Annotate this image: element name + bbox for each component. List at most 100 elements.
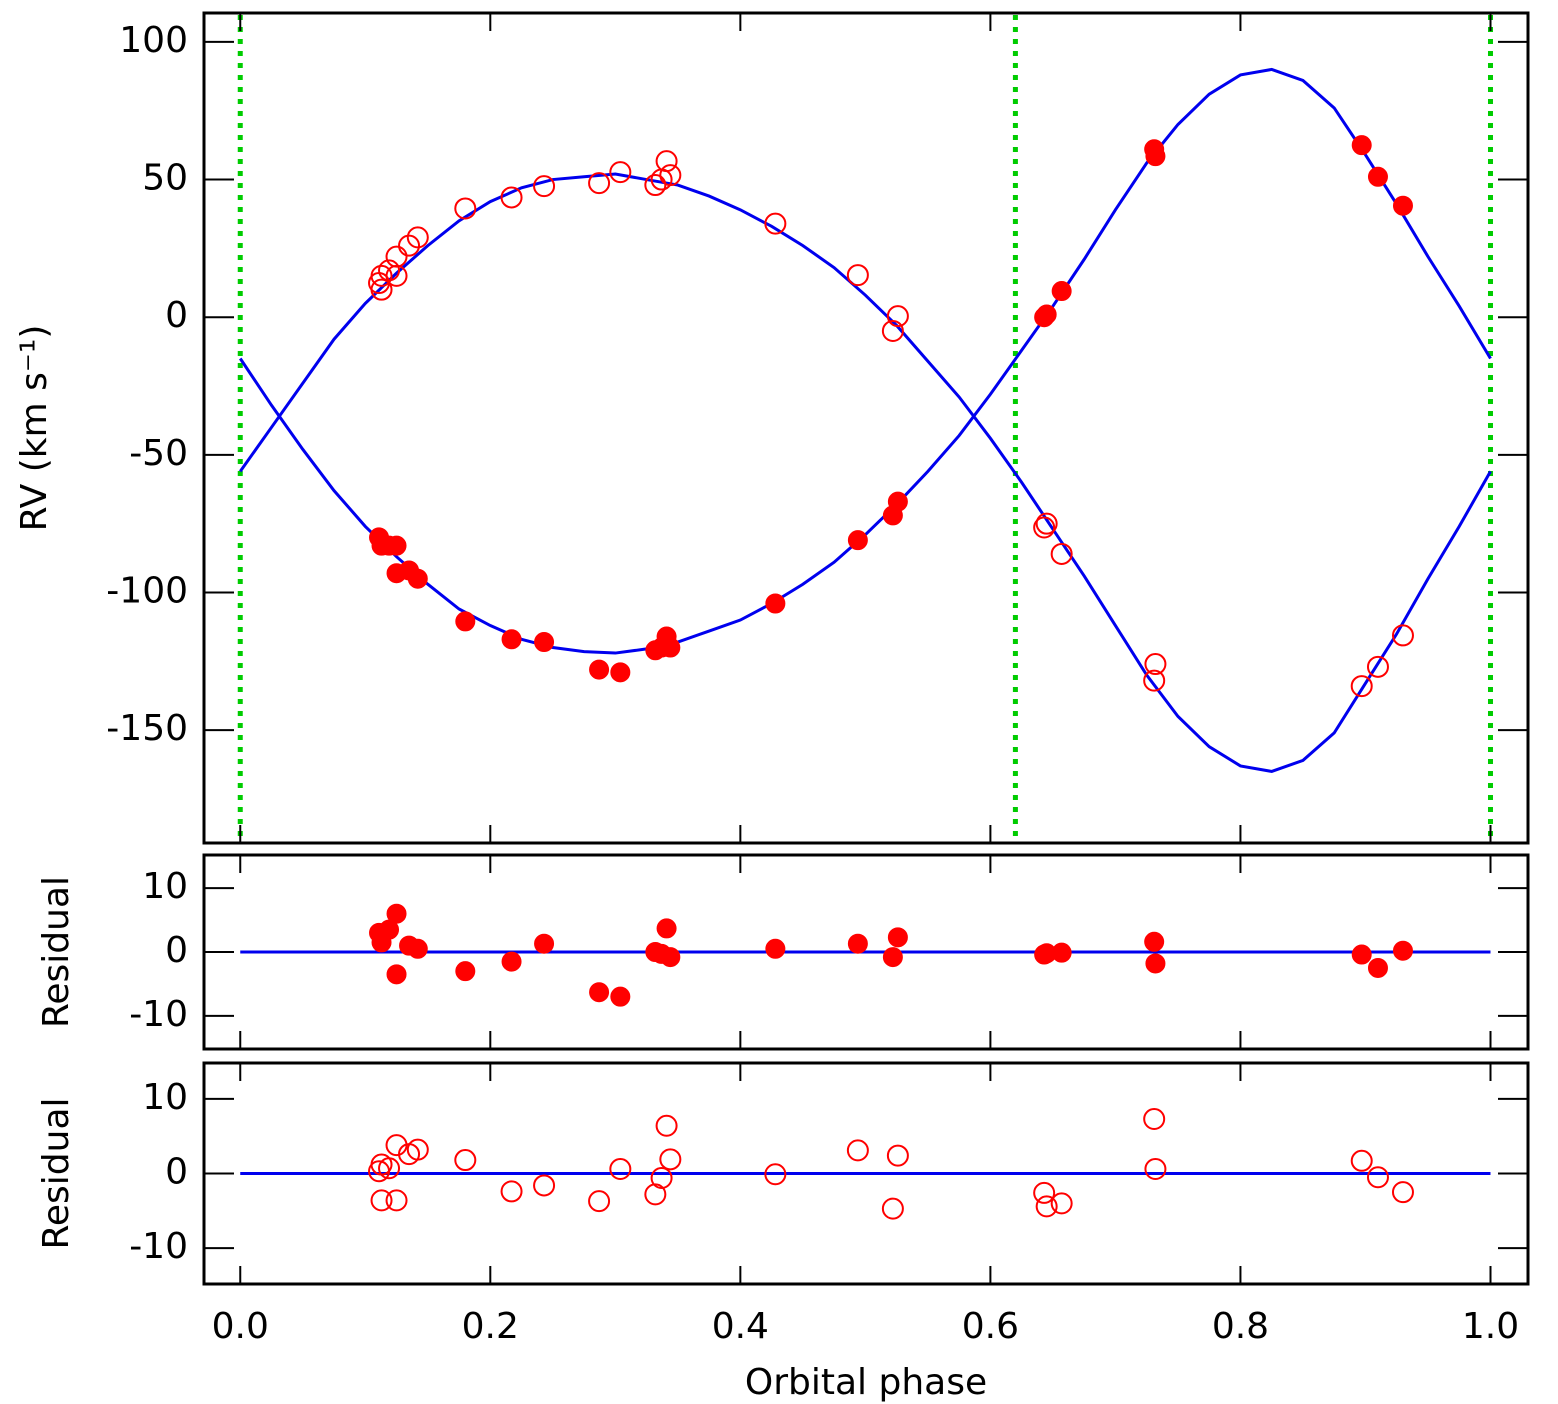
- open-point: [1050, 1192, 1073, 1215]
- x-tick-label: 0.4: [712, 1306, 769, 1347]
- open-point: [406, 1138, 429, 1161]
- open-point: [385, 264, 408, 287]
- open-point: [655, 1114, 678, 1137]
- open-point: [659, 164, 682, 187]
- open-point: [1144, 1158, 1167, 1181]
- open-point: [655, 150, 678, 173]
- y-tick-label: 10: [142, 1077, 188, 1118]
- filled-point: [660, 637, 681, 658]
- y-axis-label: Residual: [36, 876, 77, 1028]
- open-point: [659, 1148, 682, 1171]
- filled-point: [407, 938, 428, 959]
- filled-point: [589, 659, 610, 680]
- x-tick-label: 1.0: [1462, 1306, 1519, 1347]
- open-point: [1391, 1181, 1414, 1204]
- open-point: [644, 174, 667, 197]
- filled-point: [887, 927, 908, 948]
- open-point: [764, 212, 787, 235]
- model-curve: [239, 172, 1492, 773]
- filled-point: [455, 961, 476, 982]
- filled-point: [847, 933, 868, 954]
- open-point: [378, 259, 401, 282]
- filled-point: [1145, 953, 1166, 974]
- open-point: [1350, 1149, 1373, 1172]
- open-point: [886, 305, 909, 328]
- open-point: [1033, 1181, 1056, 1204]
- open-point: [370, 1189, 393, 1212]
- open-point: [609, 1158, 632, 1181]
- open-point: [886, 1144, 909, 1167]
- open-point: [500, 1180, 523, 1203]
- filled-point: [1367, 166, 1388, 187]
- x-tick-label: 0.0: [212, 1306, 269, 1347]
- open-point: [533, 175, 556, 198]
- filled-point: [589, 982, 610, 1003]
- open-point: [533, 1174, 556, 1197]
- y-tick-label: 0: [165, 930, 188, 971]
- y-tick-label: 50: [142, 158, 188, 199]
- filled-point: [1144, 931, 1165, 952]
- filled-point: [765, 938, 786, 959]
- filled-point: [660, 947, 681, 968]
- open-point: [454, 1149, 477, 1172]
- open-point: [500, 186, 523, 209]
- open-point: [454, 197, 477, 220]
- y-tick-label: 0: [165, 295, 188, 336]
- filled-point: [455, 611, 476, 632]
- y-tick-label: 100: [119, 20, 188, 61]
- open-point: [764, 1163, 787, 1186]
- x-tick-label: 0.8: [1212, 1306, 1269, 1347]
- filled-point: [1145, 146, 1166, 167]
- open-point: [881, 1197, 904, 1220]
- filled-point: [882, 947, 903, 968]
- open-point: [1143, 1107, 1166, 1130]
- y-tick-label: -100: [106, 570, 188, 611]
- open-point: [1391, 624, 1414, 647]
- filled-point: [610, 986, 631, 1007]
- open-point: [846, 264, 869, 287]
- open-point: [406, 226, 429, 249]
- y-tick-label: 10: [142, 866, 188, 907]
- y-tick-label: 0: [165, 1152, 188, 1193]
- open-point: [378, 1157, 401, 1180]
- filled-point: [386, 964, 407, 985]
- y-axis-label: RV (km s⁻¹): [14, 325, 55, 532]
- filled-point: [407, 568, 428, 589]
- model-curve: [239, 67, 1492, 655]
- filled-point: [1392, 940, 1413, 961]
- filled-point: [1351, 944, 1372, 965]
- y-tick-label: -150: [106, 708, 188, 749]
- open-point: [609, 161, 632, 184]
- open-point: [650, 1166, 673, 1189]
- filled-point: [1036, 304, 1057, 325]
- filled-point: [534, 632, 555, 653]
- open-point: [398, 234, 421, 257]
- y-axis-label: Residual: [36, 1097, 77, 1249]
- open-point: [1050, 542, 1073, 565]
- y-tick-label: -50: [129, 433, 188, 474]
- plot-frame: [202, 11, 1530, 845]
- filled-point: [656, 918, 677, 939]
- filled-point: [847, 530, 868, 551]
- y-tick-label: -10: [129, 994, 188, 1035]
- filled-point: [610, 662, 631, 683]
- y-tick-label: -10: [129, 1226, 188, 1267]
- open-point: [1033, 516, 1056, 539]
- filled-point: [765, 593, 786, 614]
- open-point: [644, 1183, 667, 1206]
- open-point: [588, 1190, 611, 1213]
- open-point: [846, 1139, 869, 1162]
- x-axis-label: Orbital phase: [745, 1362, 987, 1403]
- open-point: [1350, 675, 1373, 698]
- filled-point: [1051, 942, 1072, 963]
- open-point: [1366, 655, 1389, 678]
- open-point: [588, 172, 611, 195]
- x-tick-label: 0.6: [962, 1306, 1019, 1347]
- filled-point: [386, 535, 407, 556]
- filled-point: [1351, 135, 1372, 156]
- open-point: [1035, 1195, 1058, 1218]
- open-point: [370, 278, 393, 301]
- filled-point: [1392, 195, 1413, 216]
